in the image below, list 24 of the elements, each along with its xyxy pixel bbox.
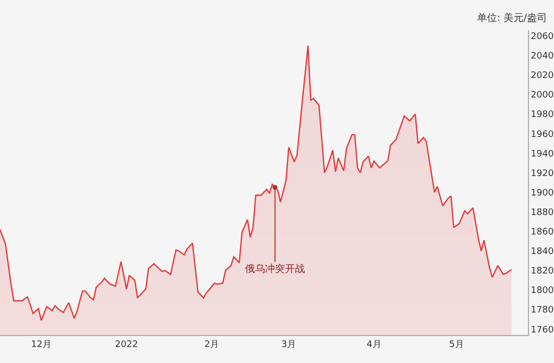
y-tick-label: 2000 bbox=[530, 90, 554, 101]
y-tick-label: 2020 bbox=[530, 71, 554, 82]
y-tick-label: 1760 bbox=[530, 325, 554, 336]
y-tick-label: 1840 bbox=[530, 247, 554, 258]
y-axis-title: 单位: 美元/盎司 bbox=[477, 12, 547, 24]
y-tick-label: 1800 bbox=[530, 286, 554, 296]
y-tick-label: 1820 bbox=[530, 266, 554, 277]
y-tick-label: 1960 bbox=[530, 130, 554, 140]
y-tick-label: 2040 bbox=[530, 52, 554, 62]
y-tick-label: 1940 bbox=[530, 149, 554, 160]
y-tick-label: 1860 bbox=[530, 228, 554, 238]
y-tick-label: 1780 bbox=[530, 306, 554, 316]
y-tick-label: 1920 bbox=[530, 168, 554, 179]
x-tick-label: 2月 bbox=[204, 340, 220, 350]
y-tick-label: 2060 bbox=[530, 32, 554, 42]
y-tick-label: 1900 bbox=[530, 188, 554, 198]
annotation: 俄乌冲突开战 bbox=[245, 263, 305, 275]
x-tick-label: 12月 bbox=[31, 340, 52, 350]
y-tick-label: 1980 bbox=[530, 110, 554, 120]
x-tick-label: 5月 bbox=[449, 340, 464, 350]
y-tick-label: 1880 bbox=[530, 208, 554, 218]
x-tick-label: 3月 bbox=[281, 340, 296, 350]
x-tick-label: 2022 bbox=[115, 340, 138, 350]
x-tick-label: 4月 bbox=[366, 340, 382, 350]
